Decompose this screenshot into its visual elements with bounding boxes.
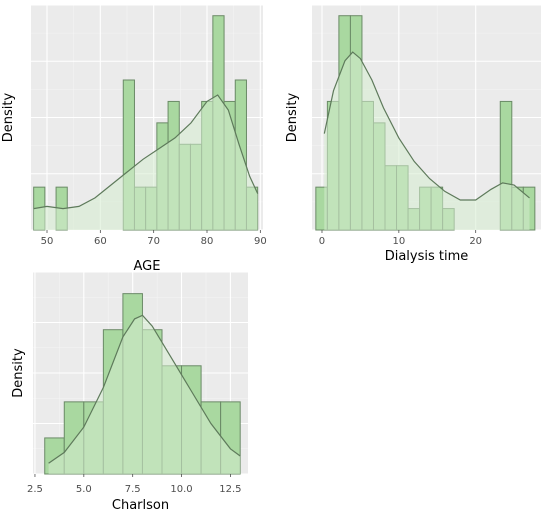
density-area [324,52,530,230]
x-tick-label: 60 [94,236,107,247]
density-curve [323,51,530,201]
chart-panel-3: 2.5 5.0 7.5 10.0 12.5 Charlson Density [11,271,248,513]
y-axis-title: Density [285,92,300,142]
x-tick-label: 20 [469,236,482,247]
y-axis-title: Density [11,348,26,398]
x-tick-label: 10 [392,236,405,247]
x-tick-label: 5.0 [76,484,92,495]
density-area [33,95,258,230]
x-axis-title: AGE [134,259,161,274]
x-axis-title: Dialysis time [385,249,469,264]
x-axis-title: Charlson [112,498,169,513]
density-curve [48,314,241,464]
x-tick-label: 2.5 [27,484,43,495]
x-tick-label: 80 [201,236,214,247]
density-area [48,315,241,474]
chart-panel-1: 50 60 70 80 90 AGE Density [1,4,267,274]
density-curve [33,94,259,210]
y-axis-title: Density [1,92,16,142]
x-tick-label: 0 [319,236,325,247]
x-tick-label: 70 [147,236,160,247]
x-tick-label: 12.5 [219,484,241,495]
x-tick-label: 7.5 [125,484,141,495]
x-tick-label: 90 [254,236,267,247]
x-tick-label: 10.0 [170,484,192,495]
x-tick-label: 50 [41,236,54,247]
